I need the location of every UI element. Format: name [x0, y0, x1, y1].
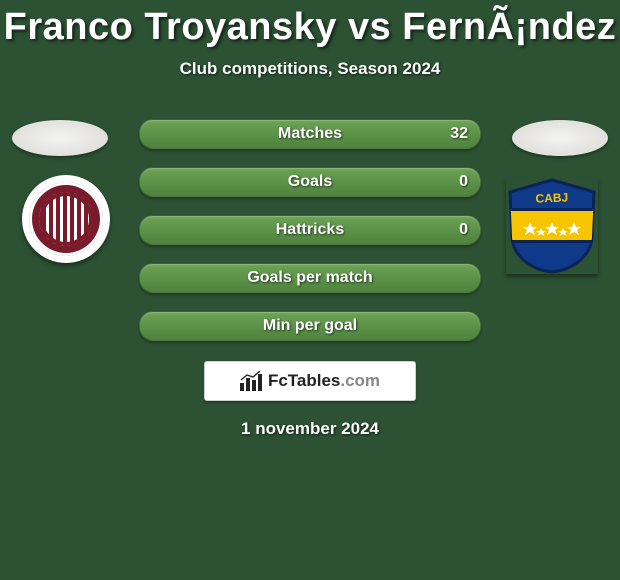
- stat-row-goals-per-match: Goals per match: [139, 263, 481, 293]
- date-label: 1 november 2024: [0, 419, 620, 439]
- branding-domain: .com: [340, 371, 380, 390]
- stat-right-value: 0: [459, 221, 468, 239]
- stat-right-value: 32: [450, 125, 468, 143]
- boca-badge-icon: CABJ: [506, 178, 598, 274]
- club-badge-left: [22, 175, 110, 263]
- player-photo-left: [12, 120, 108, 156]
- comparison-card: Franco Troyansky vs FernÃ¡ndez Club comp…: [0, 0, 620, 580]
- player-photo-right: [512, 120, 608, 156]
- branding-text: FcTables.com: [268, 371, 380, 391]
- bar-chart-icon: [240, 371, 262, 391]
- page-title: Franco Troyansky vs FernÃ¡ndez: [0, 0, 620, 49]
- lanus-badge-icon: [29, 182, 103, 256]
- stat-row-hattricks: Hattricks 0: [139, 215, 481, 245]
- stat-label: Matches: [140, 125, 480, 143]
- subtitle: Club competitions, Season 2024: [0, 59, 620, 79]
- branding-box: FcTables.com: [204, 361, 416, 401]
- stat-label: Hattricks: [140, 221, 480, 239]
- stat-row-goals: Goals 0: [139, 167, 481, 197]
- stat-label: Goals per match: [140, 269, 480, 287]
- svg-text:CABJ: CABJ: [535, 190, 568, 205]
- stat-label: Min per goal: [140, 317, 480, 335]
- stat-label: Goals: [140, 173, 480, 191]
- stat-right-value: 0: [459, 173, 468, 191]
- branding-name: FcTables: [268, 371, 340, 390]
- stat-row-min-per-goal: Min per goal: [139, 311, 481, 341]
- stat-row-matches: Matches 32: [139, 119, 481, 149]
- club-badge-right: CABJ: [506, 178, 598, 274]
